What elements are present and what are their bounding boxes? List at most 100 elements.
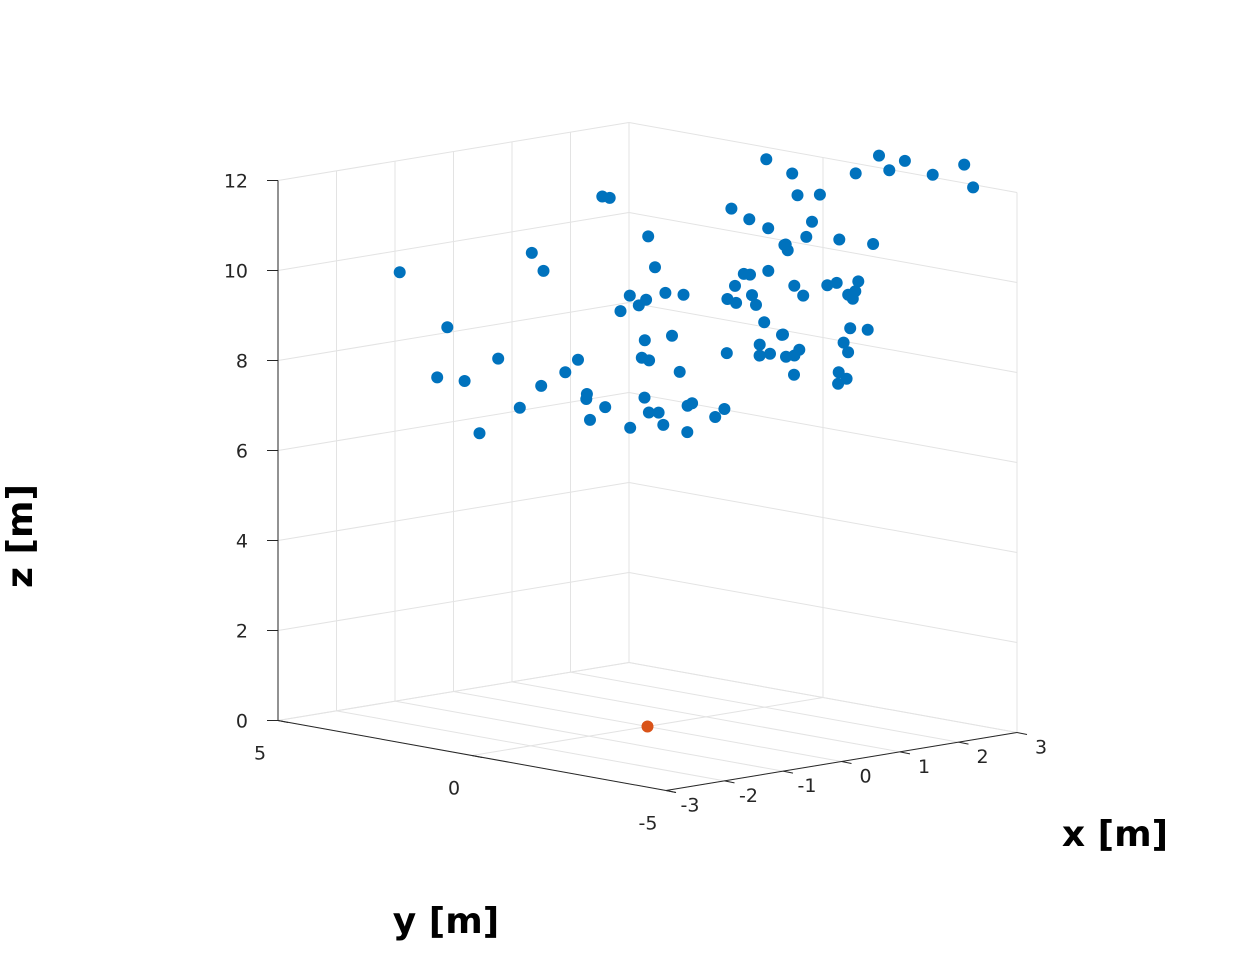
data-point	[458, 375, 471, 387]
data-point	[958, 158, 971, 171]
data-point	[623, 289, 636, 302]
data-point	[753, 349, 766, 362]
x-tick-label: -3	[681, 795, 700, 817]
data-point	[753, 338, 766, 351]
data-point	[640, 293, 653, 306]
data-point	[842, 346, 855, 359]
data-point	[967, 181, 980, 194]
data-point	[778, 239, 791, 251]
data-point	[926, 168, 939, 181]
data-point	[673, 365, 686, 378]
data-point	[652, 406, 665, 419]
z-tick-label: 4	[236, 531, 248, 553]
data-point	[535, 379, 548, 392]
data-point	[657, 418, 670, 431]
x-tick-mark	[899, 751, 911, 755]
data-point	[883, 164, 896, 177]
data-point	[441, 321, 454, 334]
data-point	[393, 266, 406, 279]
x-tick-label: -1	[798, 775, 817, 797]
data-point	[762, 264, 775, 277]
data-point	[844, 322, 857, 335]
x-tick-mark	[958, 741, 969, 745]
data-point	[760, 153, 773, 166]
data-point	[898, 154, 911, 167]
y-tick-mark	[471, 755, 483, 759]
data-point	[788, 368, 800, 381]
x-tick-label: 1	[918, 756, 930, 778]
data-point	[614, 305, 627, 318]
data-point	[832, 366, 845, 379]
data-point	[584, 413, 596, 426]
data-point	[813, 188, 826, 201]
data-point	[709, 411, 722, 423]
z-tick-label: 12	[224, 171, 248, 193]
data-point	[842, 288, 855, 301]
data-point	[788, 279, 801, 292]
data-point	[852, 275, 865, 288]
data-point	[806, 215, 818, 228]
z-tick-label: 0	[236, 711, 248, 733]
data-point	[638, 334, 651, 347]
data-points	[393, 149, 980, 733]
data-point	[537, 264, 550, 277]
data-point	[718, 403, 731, 415]
data-point	[681, 426, 694, 439]
data-point	[525, 246, 538, 259]
data-point	[750, 298, 762, 311]
data-point	[642, 406, 655, 419]
data-point	[492, 352, 505, 365]
x-tick-label: 0	[859, 766, 871, 788]
data-point	[720, 347, 733, 360]
x-tick-mark	[724, 780, 735, 784]
data-point	[572, 353, 584, 366]
data-point	[797, 289, 810, 302]
data-point	[580, 393, 593, 405]
data-point	[780, 350, 792, 363]
z-axis-label: z [m]	[0, 484, 41, 588]
grid-lines	[277, 121, 1018, 792]
y-tick-label: -5	[639, 813, 658, 835]
data-point	[624, 421, 637, 434]
origin-point	[641, 720, 654, 733]
x-tick-label: 3	[1035, 736, 1047, 758]
data-point	[559, 366, 572, 379]
data-point	[800, 230, 813, 243]
data-point	[849, 167, 862, 180]
data-point	[867, 238, 880, 250]
data-point	[643, 354, 656, 367]
data-point	[873, 149, 885, 162]
data-point	[725, 202, 738, 215]
z-tick-label: 10	[224, 261, 248, 283]
axes	[267, 180, 1028, 794]
data-point	[513, 401, 526, 414]
data-point	[599, 401, 612, 414]
data-point	[744, 268, 756, 281]
data-point	[603, 191, 616, 204]
data-point	[642, 230, 655, 243]
y-tick-mark	[665, 790, 677, 794]
data-point	[837, 336, 850, 349]
data-point	[758, 316, 771, 329]
data-point	[729, 279, 741, 292]
data-point	[830, 276, 843, 289]
x-axis-label: x [m]	[1062, 814, 1168, 855]
y-tick-label: 0	[448, 778, 460, 800]
axis-labels: x [m] y [m] z [m]	[0, 484, 1168, 942]
x-tick-mark	[782, 770, 794, 774]
y-tick-label: 5	[254, 743, 266, 765]
x-tick-label: -2	[739, 785, 758, 807]
z-tick-label: 6	[236, 441, 248, 463]
data-point	[762, 222, 775, 235]
data-point	[821, 279, 834, 292]
x-tick-label: 2	[976, 746, 988, 768]
data-point	[764, 347, 776, 360]
z-tick-label: 2	[236, 621, 248, 643]
data-point	[743, 213, 756, 226]
data-point	[659, 286, 672, 299]
data-point	[746, 289, 758, 302]
data-point	[686, 397, 699, 410]
data-point	[832, 377, 845, 390]
data-point	[776, 328, 788, 341]
data-point	[677, 288, 690, 301]
